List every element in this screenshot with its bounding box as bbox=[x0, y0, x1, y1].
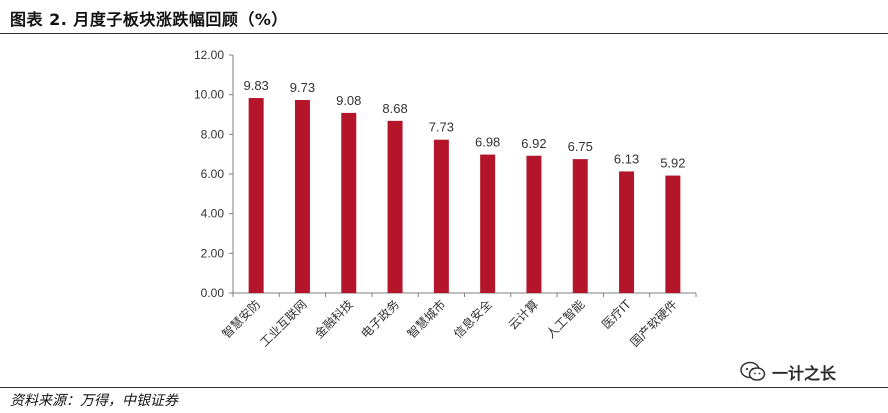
bar bbox=[526, 155, 542, 293]
source-note: 资料来源：万得，中银证券 bbox=[10, 393, 178, 409]
category-label: 智慧安防 bbox=[219, 297, 264, 342]
y-tick-label: 0.00 bbox=[201, 286, 225, 300]
category-label: 工业互联网 bbox=[257, 297, 309, 349]
y-tick-label: 12.00 bbox=[194, 48, 224, 62]
title-divider bbox=[0, 33, 888, 34]
bar bbox=[665, 175, 681, 293]
bar bbox=[387, 120, 403, 293]
data-label: 6.75 bbox=[568, 139, 593, 154]
data-label: 6.98 bbox=[475, 135, 500, 150]
data-label: 5.92 bbox=[660, 156, 685, 171]
chart-title: 图表 2. 月度子板块涨跌幅回顾（%） bbox=[10, 10, 288, 29]
category-label: 人工智能 bbox=[543, 297, 588, 342]
bar bbox=[294, 100, 310, 293]
watermark: 一计之长 bbox=[740, 360, 836, 384]
data-label: 6.92 bbox=[521, 136, 546, 151]
category-label: 国产软硬件 bbox=[628, 297, 680, 349]
bar bbox=[248, 98, 264, 293]
y-tick-label: 8.00 bbox=[201, 127, 225, 141]
y-tick-label: 6.00 bbox=[201, 167, 225, 181]
data-label: 8.68 bbox=[382, 101, 407, 116]
category-label: 金融科技 bbox=[311, 297, 356, 342]
bar bbox=[480, 154, 496, 293]
wechat-icon bbox=[740, 361, 766, 381]
footer-divider bbox=[0, 387, 888, 388]
data-label: 9.73 bbox=[290, 80, 315, 95]
data-label: 9.83 bbox=[243, 78, 268, 93]
data-label: 6.13 bbox=[614, 151, 639, 166]
y-tick-label: 4.00 bbox=[201, 207, 225, 221]
category-label: 智慧城市 bbox=[404, 297, 449, 342]
bar bbox=[341, 112, 357, 293]
category-label: 医疗IT bbox=[599, 297, 634, 332]
watermark-text: 一计之长 bbox=[772, 364, 837, 383]
bar bbox=[433, 139, 449, 293]
bar bbox=[572, 159, 588, 293]
data-label: 9.08 bbox=[336, 93, 361, 108]
y-tick-label: 10.00 bbox=[194, 88, 224, 102]
category-label: 信息安全 bbox=[450, 297, 495, 342]
y-tick-label: 2.00 bbox=[201, 246, 225, 260]
category-label: 云计算 bbox=[505, 297, 541, 333]
data-label: 7.73 bbox=[429, 120, 454, 135]
bar bbox=[619, 171, 635, 293]
category-label: 电子政务 bbox=[358, 297, 403, 342]
